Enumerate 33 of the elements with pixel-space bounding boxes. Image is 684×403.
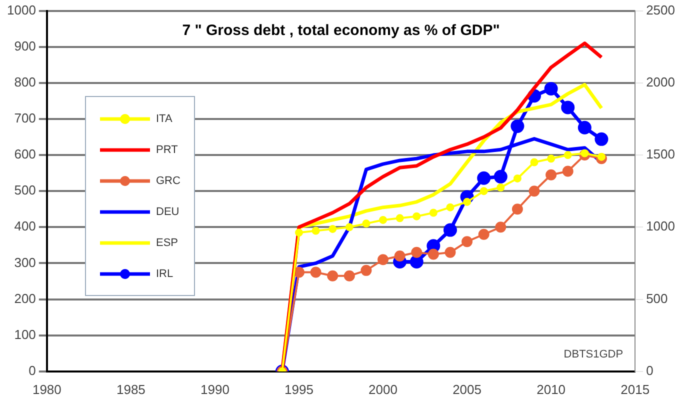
y-tick-label: 0: [28, 362, 36, 378]
y-tick-label: 200: [14, 290, 36, 306]
y2-tick-label: 2000: [646, 74, 675, 90]
legend-label: IRL: [156, 268, 174, 280]
y-tick-label: 400: [14, 218, 36, 234]
legend-label: ITA: [156, 112, 172, 124]
x-tick-label: 1995: [284, 382, 314, 397]
y-tick-label: 800: [14, 74, 36, 90]
y2-tick-label: 1500: [646, 146, 675, 162]
x-tick-label: 1980: [32, 382, 62, 397]
y-tick-label: 600: [14, 146, 36, 162]
legend-label: ESP: [156, 236, 178, 248]
x-tick-label: 1990: [200, 382, 230, 397]
legend-label: PRT: [156, 144, 178, 156]
y-tick-label: 900: [14, 38, 36, 54]
x-tick-label: 1985: [116, 382, 146, 397]
annotation: DBTS1GDP: [564, 348, 624, 360]
y-tick-label: 700: [14, 110, 36, 126]
x-tick-label: 2000: [368, 382, 398, 397]
y2-tick-label: 2500: [646, 2, 675, 18]
legend-label: DEU: [156, 206, 180, 218]
y2-tick-label: 0: [646, 362, 654, 378]
x-tick-label: 2015: [620, 382, 650, 397]
legend-label: GRC: [156, 174, 180, 186]
y-tick-label: 100: [14, 326, 36, 342]
x-tick-label: 2010: [536, 382, 566, 397]
x-tick-label: 2005: [452, 382, 482, 397]
y2-tick-label: 1000: [646, 218, 675, 234]
text: 7 " Gross debt , total economy as % of GDP": [182, 22, 500, 39]
y-tick-label: 300: [14, 254, 36, 270]
y2-tick-label: 500: [646, 290, 668, 306]
y-tick-label: 1000: [7, 2, 36, 18]
y-tick-label: 500: [14, 182, 36, 198]
